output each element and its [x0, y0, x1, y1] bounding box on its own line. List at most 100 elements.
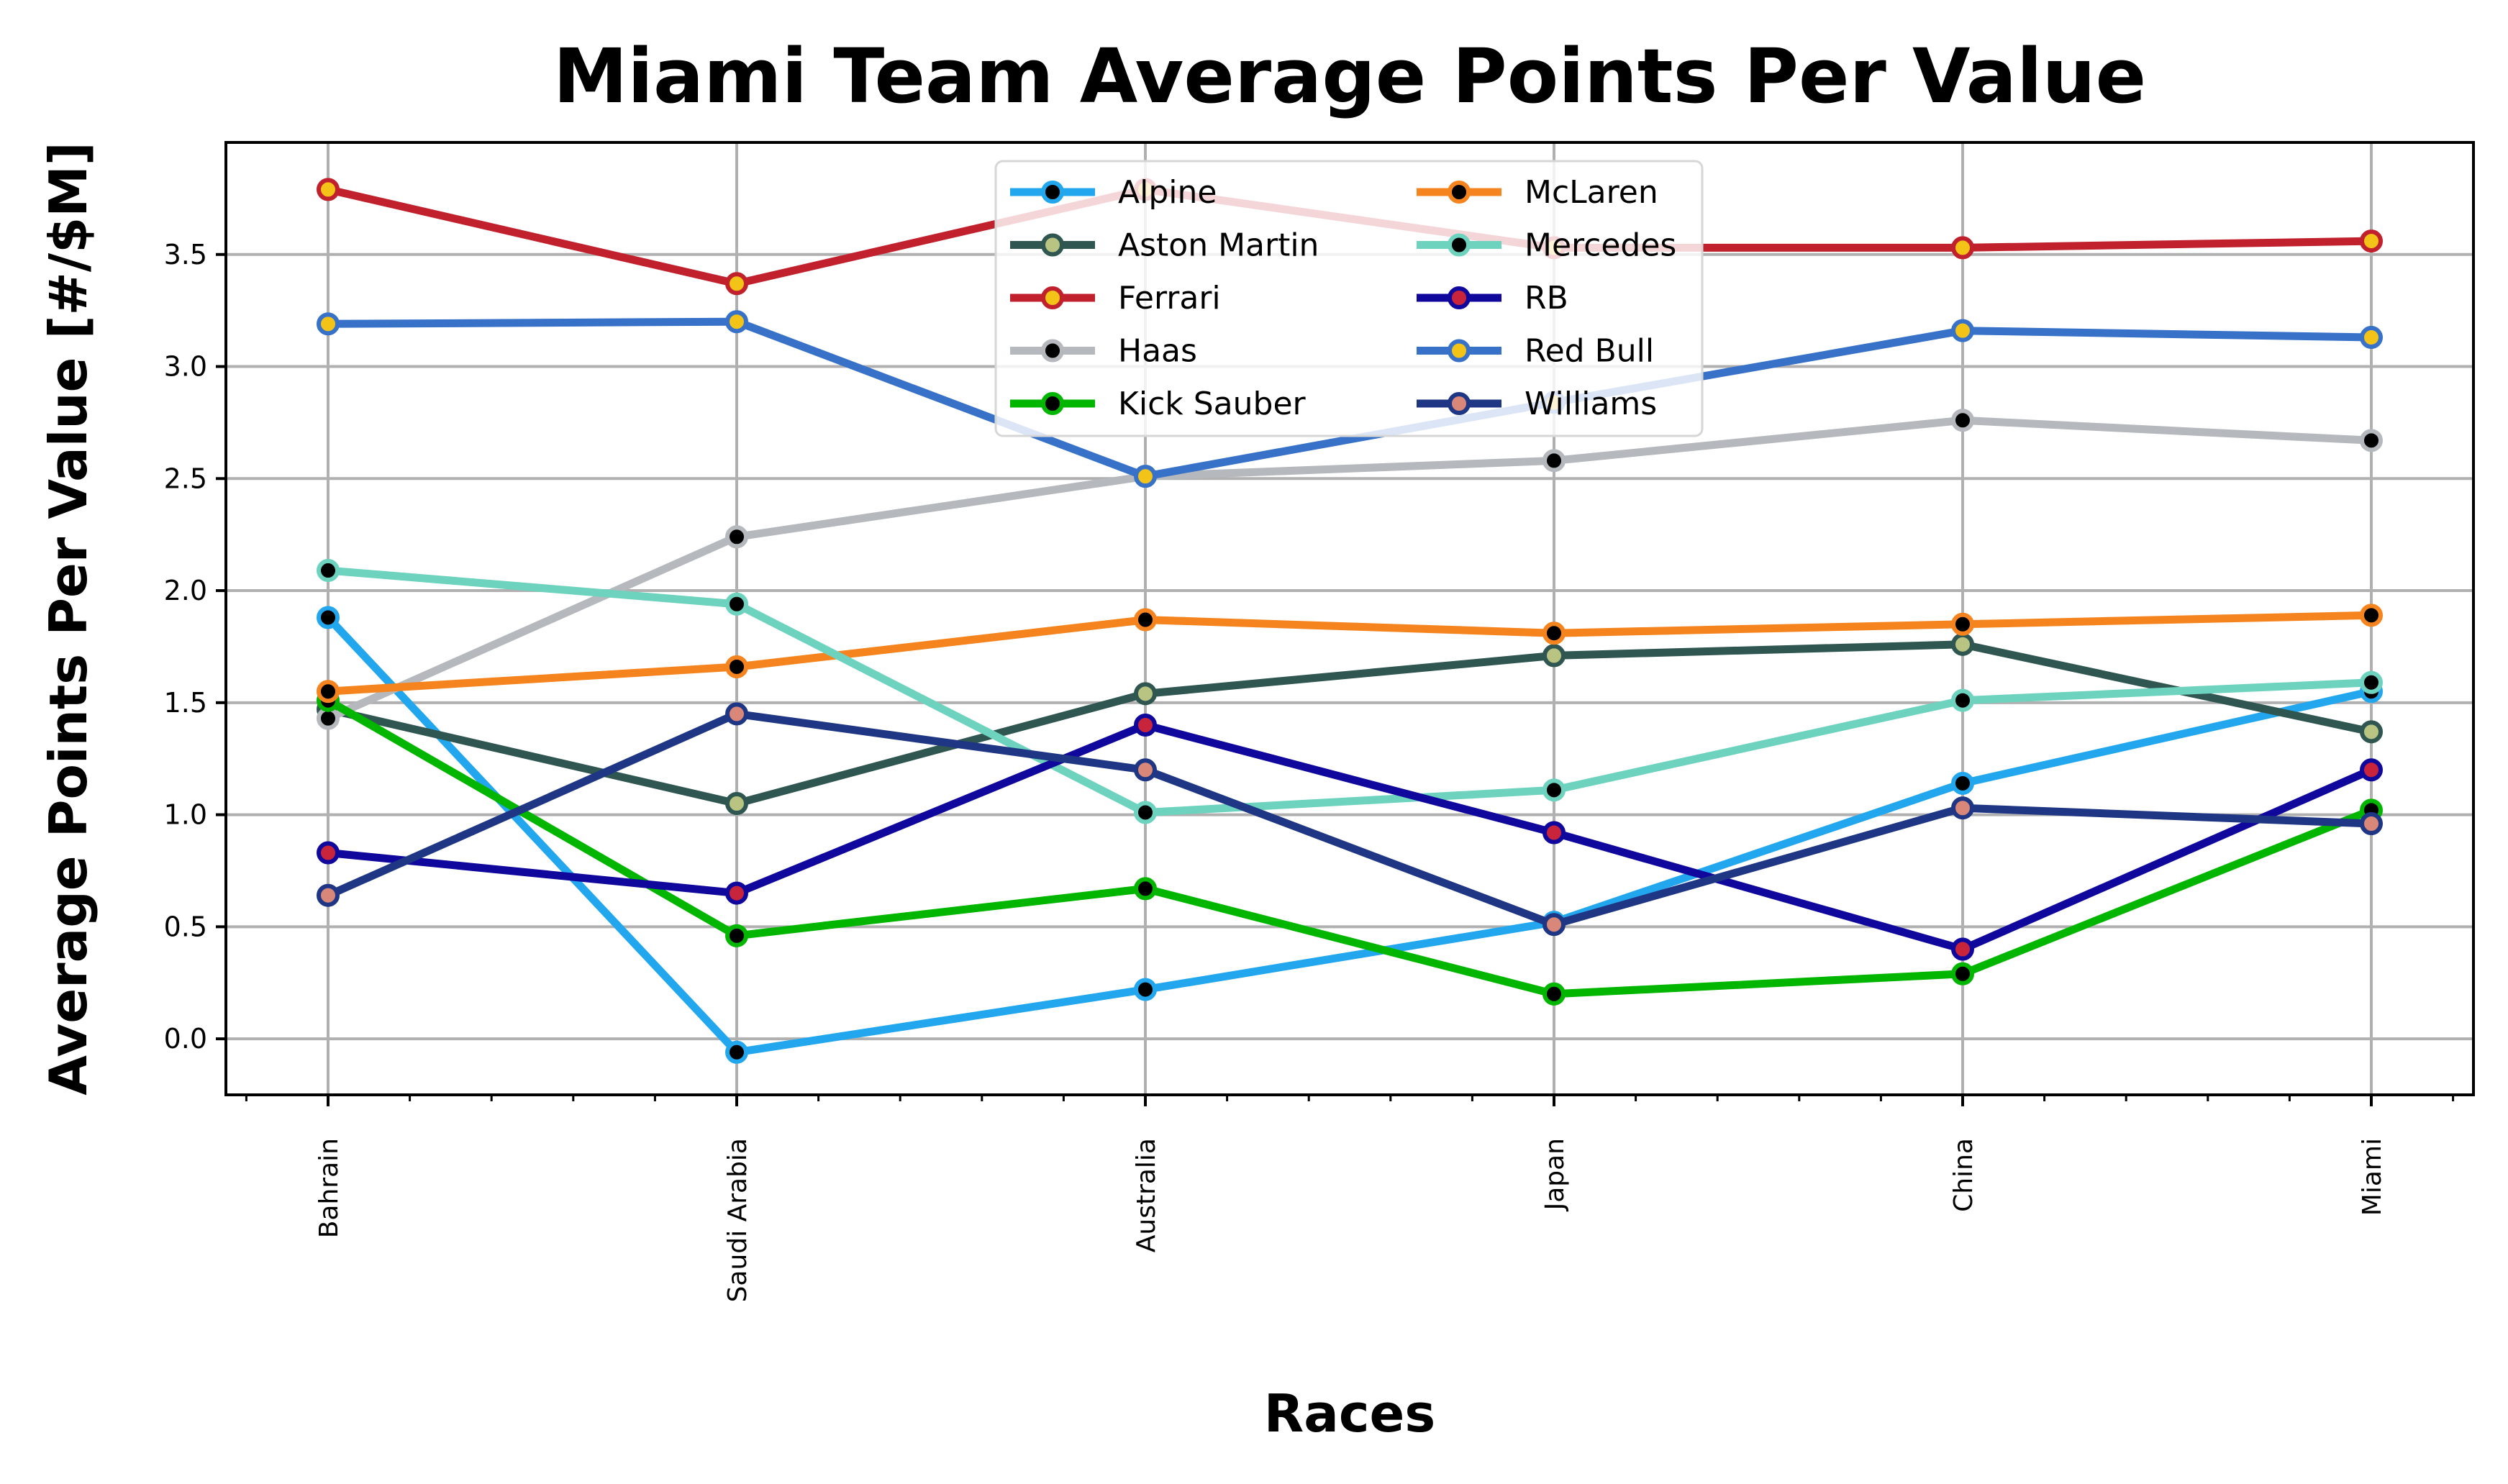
legend-item-haas: Haas: [1010, 333, 1197, 370]
x-axis-label: Races: [1264, 1383, 1435, 1444]
chart-title: Miami Team Average Points Per Value: [553, 32, 2146, 120]
data-point-haas: [2360, 429, 2383, 452]
legend-swatch-marker: [1448, 286, 1471, 309]
data-point-red-bull: [725, 310, 748, 334]
legend-item-kick-sauber: Kick Sauber: [1010, 386, 1307, 422]
y-tick-label: 3.0: [164, 351, 207, 383]
data-point-williams: [1951, 796, 1974, 820]
data-point-mercedes: [317, 559, 340, 583]
data-point-williams: [1134, 758, 1157, 782]
data-point-aston-martin: [2360, 720, 2383, 744]
data-point-mclaren: [1134, 608, 1157, 632]
legend-swatch-marker: [1448, 339, 1471, 363]
legend-label: McLaren: [1525, 174, 1658, 211]
y-axis-ticks: 0.0 0.5 1.0 1.5 2.0 2.5 3.0 3.5: [164, 239, 226, 1055]
data-point-mercedes: [1542, 778, 1566, 802]
series-haas: [317, 409, 2383, 730]
x-tick-label-bahrain: Bahrain: [314, 1138, 344, 1238]
data-point-alpine: [317, 606, 340, 629]
legend-item-williams: Williams: [1417, 386, 1657, 422]
series-line-mclaren: [324, 611, 2376, 696]
data-point-williams: [317, 883, 340, 907]
data-point-haas: [1951, 409, 1974, 432]
legend-label: Williams: [1525, 386, 1657, 422]
legend-swatch-marker: [1448, 233, 1471, 257]
series-aston-martin: [317, 632, 2383, 816]
legend-label: RB: [1525, 280, 1568, 317]
data-point-ferrari: [2360, 229, 2383, 253]
data-point-williams: [1542, 913, 1566, 937]
x-tick-label-saudi-arabia: Saudi Arabia: [723, 1138, 753, 1302]
legend-item-rb: RB: [1417, 280, 1568, 317]
y-tick-label: 2.0: [164, 575, 207, 606]
data-point-mclaren: [725, 655, 748, 678]
data-point-williams: [725, 702, 748, 726]
data-point-rb: [725, 881, 748, 905]
data-point-mclaren: [1542, 622, 1566, 645]
legend-item-aston-martin: Aston Martin: [1010, 227, 1319, 264]
data-point-kick-sauber: [1951, 962, 1974, 985]
y-tick-label: 3.5: [164, 239, 207, 270]
y-axis-label: Average Points Per Value [#/$M]: [38, 142, 99, 1096]
x-tick-label-china: China: [1949, 1138, 1978, 1212]
data-point-rb: [1134, 713, 1157, 737]
series-line-alpine: [324, 613, 2376, 1057]
legend-swatch-marker: [1041, 286, 1064, 309]
data-point-mclaren: [317, 680, 340, 704]
legend-label: Ferrari: [1118, 280, 1221, 317]
data-point-williams: [2360, 812, 2383, 836]
legend-item-alpine: Alpine: [1010, 174, 1217, 211]
data-point-mercedes: [1134, 801, 1157, 824]
legend-item-red-bull: Red Bull: [1417, 333, 1654, 370]
data-point-haas: [1542, 449, 1566, 473]
y-tick-label: 0.0: [164, 1023, 207, 1055]
legend-label: Alpine: [1118, 174, 1217, 211]
series-line-aston-martin: [324, 640, 2376, 808]
legend-label: Mercedes: [1525, 227, 1676, 264]
data-point-mclaren: [1951, 612, 1974, 636]
data-point-ferrari: [725, 272, 748, 296]
plot-frame: [224, 141, 2475, 1096]
data-point-red-bull: [317, 312, 340, 336]
series-line-kick-sauber: [324, 696, 2376, 998]
series-line-haas: [324, 416, 2376, 723]
data-point-alpine: [1134, 978, 1157, 1001]
series-mclaren: [317, 604, 2383, 704]
data-point-aston-martin: [725, 792, 748, 816]
data-point-aston-martin: [1542, 644, 1566, 668]
legend-swatch-marker: [1448, 392, 1471, 415]
y-tick-label: 0.5: [164, 911, 207, 942]
legend-swatch-marker: [1041, 392, 1064, 415]
series-line-mercedes: [324, 566, 2376, 816]
legend: Alpine Aston Martin Ferrari Haas Kick Sauber…: [994, 160, 1704, 437]
data-point-mclaren: [2360, 604, 2383, 627]
data-point-red-bull: [1134, 465, 1157, 488]
data-point-ferrari: [1951, 236, 1974, 260]
legend-swatch-marker: [1041, 233, 1064, 257]
legend-item-ferrari: Ferrari: [1010, 280, 1221, 317]
data-point-red-bull: [2360, 326, 2383, 350]
x-tick-label-australia: Australia: [1132, 1138, 1161, 1252]
x-tick-label-japan: Japan: [1540, 1138, 1570, 1211]
data-point-alpine: [725, 1040, 748, 1064]
data-point-rb: [317, 841, 340, 865]
data-point-mercedes: [2360, 670, 2383, 694]
data-point-mercedes: [1951, 688, 1974, 712]
data-point-kick-sauber: [1542, 982, 1566, 1006]
data-point-kick-sauber: [1134, 877, 1157, 901]
legend-swatch-marker: [1448, 181, 1471, 204]
data-point-rb: [1542, 821, 1566, 845]
series-line-rb: [324, 721, 2376, 953]
y-tick-label: 2.5: [164, 463, 207, 494]
data-point-ferrari: [317, 178, 340, 201]
legend-label: Red Bull: [1525, 333, 1654, 370]
data-point-mercedes: [725, 592, 748, 616]
series-rb: [317, 713, 2383, 961]
data-point-rb: [1951, 937, 1974, 961]
legend-label: Kick Sauber: [1118, 386, 1307, 422]
legend-label: Haas: [1118, 333, 1197, 370]
y-tick-label: 1.5: [164, 687, 207, 719]
data-point-aston-martin: [1134, 682, 1157, 706]
legend-box: [994, 160, 1704, 437]
